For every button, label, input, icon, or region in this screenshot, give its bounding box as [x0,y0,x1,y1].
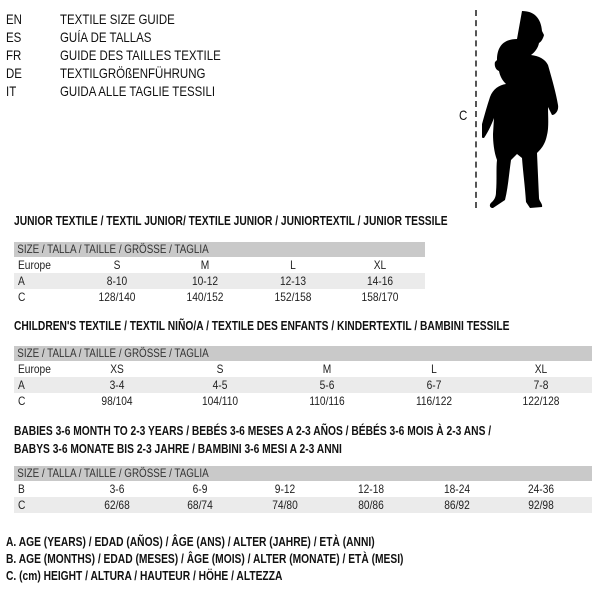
row-label: B [18,482,25,496]
table-cell: 6-7 [426,378,442,392]
table-row: B 3-6 6-9 9-12 12-18 18-24 24-36 [14,481,592,497]
language-title: TEXTILE SIZE GUIDE [60,11,175,27]
row-label: C [18,290,26,304]
table-row: A 3-4 4-5 5-6 6-7 7-8 [14,377,592,393]
table-cell: 140/152 [186,290,224,304]
table-row: Europe S M L XL [14,257,425,273]
table-cell: 6-9 [192,482,208,496]
table-cell: S [113,258,121,272]
size-table: SIZE / TALLA / TAILLE / GRÖSSE / TAGLIA B… [14,466,592,513]
table-cell: 158/170 [361,290,399,304]
table-row: Europe XS S M L XL [14,361,592,377]
table-cell: 104/110 [201,394,239,408]
table-title: JUNIOR TEXTILE / TEXTIL JUNIOR/ TEXTILE … [14,214,448,228]
table-cell: 12-13 [279,274,307,288]
table-row: A 8-10 10-12 12-13 14-16 [14,273,425,289]
table-cell: XS [110,362,124,376]
table-cell: 3-6 [109,482,125,496]
table-cell: 3-4 [109,378,125,392]
language-title: TEXTILGRÖßENFÜHRUNG [60,65,206,81]
language-code: ES [6,29,22,45]
size-table-header: SIZE / TALLA / TAILLE / GRÖSSE / TAGLIA [14,242,425,257]
table-cell: 8-10 [106,274,128,288]
table-row: C 62/68 68/74 74/80 80/86 86/92 92/98 [14,497,592,513]
table-cell: 9-12 [274,482,296,496]
language-code: EN [6,11,22,27]
row-label: Europe [18,258,51,272]
table-cell: XL [534,362,548,376]
table-cell: M [200,258,210,272]
table-cell: 10-12 [191,274,219,288]
table-cell: 92/98 [528,498,554,512]
size-table: SIZE / TALLA / TAILLE / GRÖSSE / TAGLIA E… [14,346,592,409]
table-cell: 110/116 [309,394,345,408]
table-cell: 18-24 [443,482,471,496]
row-label: C [18,394,26,408]
table-cell: 62/68 [104,498,130,512]
footnote: B. AGE (MONTHS) / EDAD (MESES) / ÂGE (MO… [6,552,404,566]
language-title: GUÍA DE TALLAS [60,29,152,45]
table-cell: XL [373,258,387,272]
table-cell: 5-6 [319,378,335,392]
row-label: A [18,378,25,392]
language-code: IT [6,83,17,99]
language-code: FR [6,47,22,63]
table-title: CHILDREN'S TEXTILE / TEXTIL NIÑO/A / TEX… [14,319,510,333]
table-row: C 98/104 104/110 110/116 116/122 122/128 [14,393,592,409]
table-cell: 86/92 [444,498,470,512]
language-title: GUIDE DES TAILLES TEXTILE [60,47,221,63]
size-header-label: SIZE / TALLA / TAILLE / GRÖSSE / TAGLIA [17,466,209,480]
table-cell: 122/128 [522,394,560,408]
row-label: A [18,274,25,288]
size-table-header: SIZE / TALLA / TAILLE / GRÖSSE / TAGLIA [14,466,592,481]
table-cell: S [216,362,224,376]
row-label: Europe [18,362,51,376]
table-cell: 12-18 [357,482,385,496]
footnote: C. (cm) HEIGHT / ALTURA / HAUTEUR / HÖHE… [6,569,283,583]
child-silhouette-icon [482,11,559,208]
table-cell: 116/122 [415,394,453,408]
table-cell: 14-16 [366,274,394,288]
table-title: BABIES 3-6 MONTH TO 2-3 YEARS / BEBÉS 3-… [14,424,492,438]
table-cell: 128/140 [98,290,136,304]
language-title: GUIDA ALLE TAGLIE TESSILI [60,83,216,99]
table-cell: 24-36 [527,482,555,496]
language-code: DE [6,65,22,81]
footnote: A. AGE (YEARS) / EDAD (AÑOS) / ÂGE (ANS)… [6,535,375,549]
height-measure-line [475,10,477,208]
table-cell: M [322,362,332,376]
table-cell: 80/86 [358,498,384,512]
size-header-label: SIZE / TALLA / TAILLE / GRÖSSE / TAGLIA [17,346,209,360]
table-cell: 7-8 [533,378,549,392]
size-header-label: SIZE / TALLA / TAILLE / GRÖSSE / TAGLIA [17,242,209,256]
table-cell: L [290,258,296,272]
height-measure-label: C [459,107,468,123]
table-title-line2: BABYS 3-6 MONATE BIS 2-3 JAHRE / BAMBINI… [14,442,342,456]
table-cell: 4-5 [212,378,228,392]
table-cell: 74/80 [272,498,298,512]
table-cell: L [431,362,437,376]
size-table-header: SIZE / TALLA / TAILLE / GRÖSSE / TAGLIA [14,346,592,361]
size-table: SIZE / TALLA / TAILLE / GRÖSSE / TAGLIA E… [14,242,425,305]
table-cell: 152/158 [274,290,312,304]
row-label: C [18,498,26,512]
table-cell: 98/104 [101,394,133,408]
table-cell: 68/74 [187,498,213,512]
table-row: C 128/140 140/152 152/158 158/170 [14,289,425,305]
